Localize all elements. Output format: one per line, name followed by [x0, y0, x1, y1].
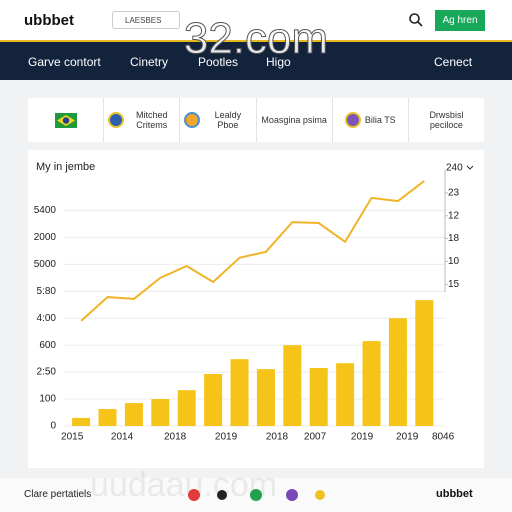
bar	[177, 390, 196, 426]
card[interactable]: Lealdy Pboe	[180, 98, 257, 142]
bar	[256, 369, 275, 426]
y-tick-label: 5000	[34, 259, 57, 270]
x-tick-label: 2007	[304, 432, 327, 443]
y2-tick-label: 12	[448, 210, 460, 221]
chart-title: My in jembe	[36, 161, 95, 173]
line	[80, 180, 425, 322]
social-icons	[188, 489, 325, 501]
range-dropdown[interactable]: 240	[446, 163, 463, 174]
footer-logo[interactable]: ubbbet	[436, 488, 473, 500]
y2-tick-label: 15	[448, 279, 460, 290]
y-tick-label: 5:80	[37, 286, 57, 297]
dropdown-chevron[interactable]	[466, 165, 474, 170]
card[interactable]: Drwsbisl peciloce	[409, 98, 484, 142]
bar	[415, 300, 434, 426]
footer-label: Clare pertatiels	[24, 489, 92, 500]
x-tick-label: 2019	[351, 432, 374, 443]
icon[interactable]	[188, 489, 200, 501]
card[interactable]: Moasgina psima	[257, 98, 333, 142]
x-tick-label: 2019	[215, 432, 238, 443]
y2-tick-label: 18	[448, 233, 460, 244]
search-icon[interactable]	[408, 12, 424, 28]
bar	[124, 403, 143, 426]
icon[interactable]	[250, 489, 262, 501]
footer: Clare pertatiels uudaau.com ubbbet	[0, 466, 512, 512]
x-tick-label: 2015	[61, 432, 84, 443]
logo[interactable]: ubbbet	[24, 12, 74, 29]
bar	[309, 368, 328, 426]
card-label: Mitched Critems	[136, 110, 168, 130]
signup-button[interactable]: Ag hren	[435, 10, 485, 31]
y-tick-label: 2:50	[37, 367, 57, 378]
y-tick-label: 100	[39, 394, 56, 405]
y-tick-label: 5400	[34, 205, 57, 216]
watermark: 32.com	[183, 14, 329, 64]
flag	[54, 112, 77, 128]
y-tick-label: 0	[50, 421, 56, 432]
y2-tick-label: 10	[448, 256, 460, 267]
card-label: Lealdy Pboe	[214, 110, 242, 130]
y2-tick-label: 23	[448, 187, 460, 198]
bar	[72, 417, 91, 426]
card[interactable]: Bilia TS	[333, 98, 409, 142]
card[interactable]	[28, 98, 105, 142]
card[interactable]: Mitched Critems	[104, 98, 181, 142]
bar	[151, 399, 170, 426]
x-tick-label: 2019	[396, 432, 419, 443]
bar	[98, 409, 117, 426]
nav-item[interactable]: Pootles	[198, 55, 239, 69]
nav-item[interactable]: Garve contort	[28, 55, 101, 69]
icon[interactable]	[217, 490, 227, 500]
bar	[388, 318, 407, 426]
icon[interactable]	[315, 490, 325, 500]
card-label: Bilia TS	[364, 115, 396, 125]
y-tick-label: 2000	[34, 232, 57, 243]
y-tick-label: 4:00	[37, 313, 57, 324]
card-label: Moasgina psima	[261, 115, 327, 125]
x-tick-label: 8046	[432, 432, 455, 443]
x-tick-label: 2018	[164, 432, 187, 443]
nav-item[interactable]: Higo	[266, 55, 291, 69]
bar	[362, 341, 381, 426]
bar	[336, 363, 355, 426]
bar	[230, 359, 249, 426]
y-tick-label: 600	[39, 340, 56, 351]
header: ubbbet LAESBES Ag hren	[0, 0, 512, 40]
footer-watermark: uudaau.com	[90, 466, 278, 504]
nav-item[interactable]: Cinetry	[130, 55, 169, 69]
card-row: Mitched Critems Lealdy Pboe Moasgina psi…	[28, 98, 484, 142]
icon[interactable]	[286, 489, 298, 501]
nav-bar: Garve contort Cinetry Pootles Higo Cenec…	[0, 40, 512, 80]
x-tick-label: 2014	[111, 432, 134, 443]
bar	[283, 345, 302, 426]
search-box[interactable]: LAESBES	[112, 11, 180, 29]
x-tick-label: 2018	[266, 432, 289, 443]
bar	[204, 373, 223, 426]
card-label: Drwsbisl peciloce	[429, 110, 464, 130]
nav-item[interactable]: Cenect	[434, 55, 473, 69]
